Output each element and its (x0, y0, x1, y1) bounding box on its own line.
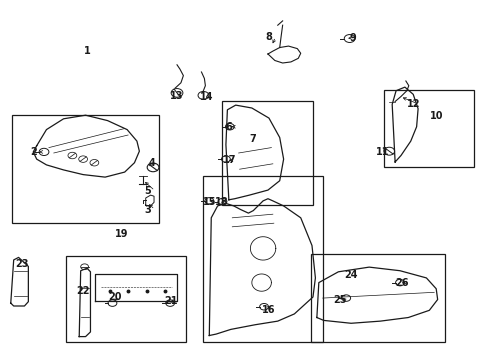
Text: 6: 6 (224, 122, 231, 132)
Text: 8: 8 (264, 32, 271, 42)
Text: 10: 10 (429, 111, 443, 121)
Bar (383, 90, 473, 167)
Bar (12, 115, 159, 223)
Text: 11: 11 (375, 147, 388, 157)
Text: 21: 21 (163, 296, 177, 306)
Bar (203, 176, 322, 342)
Text: 22: 22 (76, 286, 89, 296)
Text: 4: 4 (148, 158, 155, 168)
Bar (310, 254, 444, 342)
Text: 19: 19 (115, 229, 128, 239)
Bar (222, 101, 312, 205)
Text: 15: 15 (203, 197, 216, 207)
Text: 20: 20 (108, 292, 122, 302)
Text: 16: 16 (261, 305, 275, 315)
Text: 25: 25 (333, 294, 346, 305)
Text: 2: 2 (30, 147, 37, 157)
Text: 17: 17 (222, 155, 236, 165)
Text: 7: 7 (249, 134, 256, 144)
Text: 26: 26 (394, 278, 408, 288)
Text: 14: 14 (199, 92, 213, 102)
Text: 23: 23 (16, 258, 29, 269)
Text: 24: 24 (344, 270, 358, 280)
Text: 13: 13 (170, 91, 183, 102)
Text: 3: 3 (144, 204, 151, 215)
Text: 1: 1 (84, 46, 91, 56)
Bar (66, 256, 185, 342)
Text: 18: 18 (215, 197, 228, 207)
Text: 5: 5 (144, 186, 151, 196)
Text: 12: 12 (406, 99, 420, 109)
Text: 9: 9 (348, 33, 355, 43)
